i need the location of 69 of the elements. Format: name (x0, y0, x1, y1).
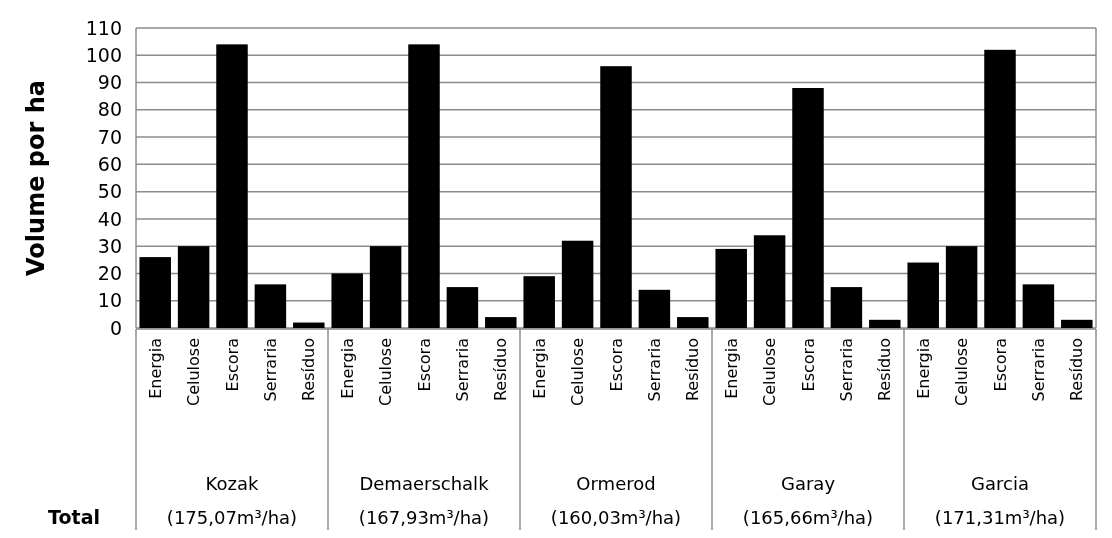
x-tick-label: Resíduo (491, 338, 511, 402)
text: Ormerod (160,03m³/ha) (550, 473, 682, 528)
x-tick-label: Serraria (645, 338, 664, 402)
y-tick-label: 0 (109, 316, 122, 339)
y-tick-label: 20 (97, 262, 122, 285)
bar (177, 246, 210, 328)
bar (139, 257, 171, 328)
x-tick-label: Celulose (568, 338, 588, 407)
bar (638, 289, 671, 328)
text: Kozak (175,07m³/ha) (166, 473, 298, 528)
bar (254, 284, 287, 328)
bar (792, 88, 824, 328)
bar (446, 287, 479, 328)
bar (216, 44, 248, 328)
bar (984, 49, 1016, 328)
x-tick-label: Energia (721, 338, 741, 399)
bar (485, 317, 517, 328)
y-tick-label: 100 (85, 43, 122, 66)
bar (677, 317, 709, 328)
x-tick-label: Escora (990, 338, 1010, 392)
y-axis-title: Volume por ha (22, 80, 50, 276)
bar (331, 273, 363, 328)
y-tick-label: 70 (97, 125, 122, 148)
y-tick-label: 60 (97, 153, 122, 176)
bar (293, 322, 325, 328)
bar (1022, 284, 1055, 328)
bar (369, 246, 402, 328)
bar (600, 66, 632, 328)
bar (715, 248, 747, 328)
x-tick-label: Energia (529, 338, 549, 399)
bar (907, 262, 939, 328)
bar (753, 235, 786, 328)
text: Demaerschalk (167,93m³/ha) (358, 473, 490, 528)
x-tick-label: Escora (222, 338, 242, 392)
x-tick-label: Escora (606, 338, 626, 392)
y-tick-label: 30 (97, 234, 122, 257)
bar (869, 319, 901, 328)
x-tick-label: Celulose (760, 338, 780, 407)
x-tick-label: Escora (414, 338, 434, 392)
x-tick-label: Resíduo (299, 338, 319, 402)
text: Total (48, 506, 100, 528)
x-tick-label: Serraria (837, 338, 856, 402)
x-tick-label: Escora (798, 338, 818, 392)
bar (561, 240, 594, 328)
y-tick-label: 80 (97, 98, 122, 121)
x-tick-label: Celulose (376, 338, 396, 407)
bar (1061, 319, 1093, 328)
x-tick-label: Celulose (184, 338, 204, 407)
x-tick-label: Serraria (1029, 338, 1048, 402)
x-tick-label: Resíduo (683, 338, 703, 402)
x-tick-label: Serraria (261, 338, 280, 402)
x-tick-label: Celulose (952, 338, 972, 407)
x-tick-label: Energia (337, 338, 357, 399)
bar (523, 276, 555, 328)
y-tick-label: 40 (97, 207, 122, 230)
y-tick-label: 110 (85, 16, 122, 39)
y-tick-label: 10 (97, 289, 122, 312)
x-tick-label: Energia (145, 338, 165, 399)
bar (830, 287, 863, 328)
y-tick-label: 90 (97, 71, 122, 94)
x-tick-label: Resíduo (1067, 338, 1087, 402)
x-tick-label: Energia (913, 338, 933, 399)
x-tick-label: Serraria (453, 338, 472, 402)
bar (408, 44, 440, 328)
x-tick-label: Resíduo (875, 338, 895, 402)
y-tick-label: 50 (97, 180, 122, 203)
bar (945, 246, 978, 328)
text: Garcia (171,31m³/ha) (934, 473, 1066, 528)
text: Garay (165,66m³/ha) (742, 473, 874, 528)
